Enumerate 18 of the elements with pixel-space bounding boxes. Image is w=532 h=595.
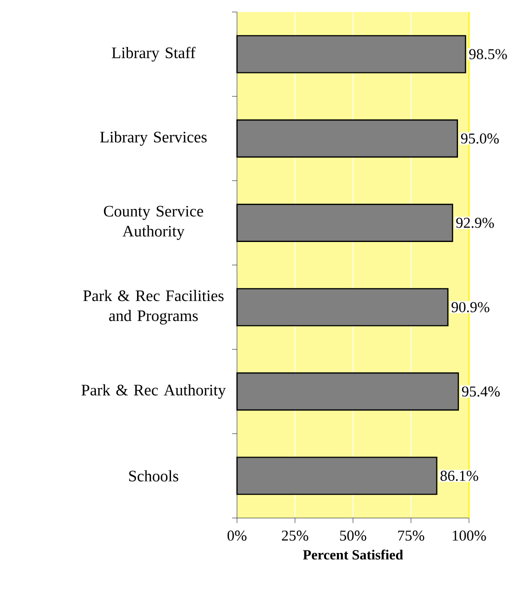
y-tick-label: Schools: [129, 470, 178, 482]
data-label: 98.5%: [469, 49, 507, 60]
y-tick-label: County Service Authority: [104, 206, 204, 240]
data-label: 90.9%: [452, 302, 490, 312]
x-tick-label: 25%: [282, 530, 308, 541]
y-tick-label: Park & Rec Facilities and Programs: [83, 290, 224, 324]
data-label: 86.1%: [440, 470, 478, 481]
x-tick-label: 0%: [228, 530, 246, 541]
x-tick-label: 50%: [340, 530, 366, 541]
data-label: 95.0%: [461, 133, 499, 144]
data-label: 92.9%: [456, 218, 494, 228]
x-tick-label: 100%: [452, 530, 486, 541]
y-tick-label: Library Staff: [112, 46, 196, 62]
y-tick-label: Library Services: [100, 131, 207, 146]
data-label: 95.4%: [462, 386, 500, 397]
x-axis-title: Percent Satisfied: [303, 550, 404, 560]
x-tick-label: 75%: [398, 530, 424, 541]
y-tick-label: Park & Rec Authority: [81, 384, 226, 399]
